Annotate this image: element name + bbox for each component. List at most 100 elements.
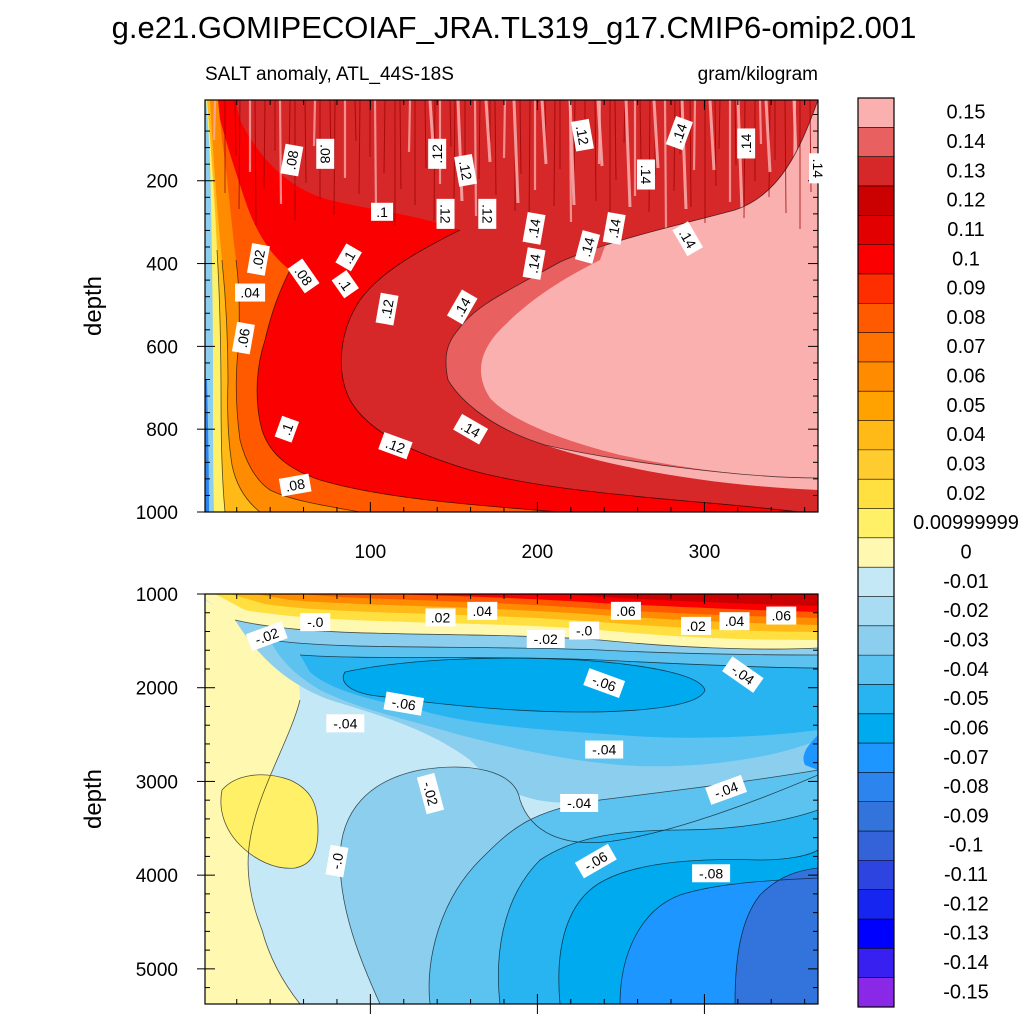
lower-contour-label: .02 [681,616,712,635]
upper-streak [553,100,556,207]
colorbar-box [858,537,894,568]
upper-contour-label: .12 [436,198,455,229]
colorbar-label: 0.08 [947,307,986,329]
upper-contour-label: .12 [375,292,399,326]
upper-right-subtitle: gram/kilogram [698,64,818,85]
upper-contour-label: .14 [809,153,827,184]
upper-y-axis-label: depth [80,276,107,336]
lower-plot-frame [204,593,819,1005]
upper-region-light-pink [445,100,818,490]
colorbar-box [858,919,894,949]
upper-streak [373,100,378,211]
colorbar-label: 0.03 [947,454,986,476]
colorbar-label: -0.15 [943,981,989,1003]
upper-contour-label: .12 [428,138,447,169]
colorbar-label: -0.09 [943,805,989,827]
contour-label-box [478,198,497,229]
upper-y-tick-label: 800 [146,420,178,441]
contour-label-box [809,153,827,184]
lower-contour-label: .04 [467,601,498,620]
contour-label-text: .12 [573,124,592,146]
lower-region-core [343,658,705,712]
contour-label-text: .06 [234,327,253,349]
colorbar-box [858,567,894,597]
contour-label-text: -.06 [390,694,417,714]
lower-ticks: 1000 2000 3000 4000 5000 [136,585,818,1014]
colorbar-box [858,332,894,363]
upper-contour-line [340,229,801,512]
upper-contour-line [256,269,561,512]
upper-streak-pink [680,100,688,210]
colorbar-box [858,596,894,627]
upper-contour-label: .12 [571,118,594,152]
upper-y-tick-label: 200 [146,172,178,193]
colorbar-label: 0.11 [947,219,984,241]
contour-label-text: .14 [810,159,826,179]
contour-label-box [574,843,617,879]
upper-streak [407,100,412,153]
upper-contour-label: .14 [672,221,704,257]
lower-contour-line [558,849,818,1004]
lower-contour-label: -.06 [583,668,626,698]
upper-streak [784,100,787,214]
upper-streak-pink [484,100,492,163]
upper-streak [304,100,307,184]
upper-streak [519,100,522,175]
contour-label-box [705,774,748,805]
contour-label-box [428,138,447,169]
lower-y-tick-label: 4000 [136,866,178,887]
contour-label-text: .14 [738,134,754,154]
contour-label-box [378,432,413,460]
upper-x-tick-label: 200 [522,542,554,563]
upper-contour-label: .14 [602,212,626,245]
colorbar-label: -0.02 [943,600,989,622]
lower-y-tick-label: 3000 [136,772,178,793]
contour-label-box [300,613,331,632]
contour-label-text: .12 [456,159,475,181]
upper-contour-label: .14 [636,159,655,190]
contour-label-text: .04 [725,613,745,629]
contour-label-text: .06 [772,608,792,624]
colorbar-box [858,948,894,979]
colorbar-label: -0.01 [943,571,989,593]
upper-y-tick-label: 400 [146,255,178,276]
contour-label-text: .12 [429,144,445,164]
upper-streak [453,100,456,201]
upper-contour-label: .1 [331,270,359,299]
colorbar-label: 0.15 [947,102,986,124]
colorbar-box [858,273,894,304]
contour-label-text: -.02 [253,624,281,647]
upper-x-tick-label: 100 [355,542,387,563]
upper-streak [494,100,497,196]
upper-contour-label: .08 [316,138,335,169]
contour-label-text: -.04 [567,795,591,811]
contour-label-text: -.02 [534,631,558,647]
colorbar-label: 0.00999999 [913,512,1019,534]
upper-streak-pink [764,100,772,173]
colorbar-box [858,743,894,773]
colorbar-label: 0.04 [947,424,986,446]
upper-region-red [205,100,800,512]
colorbar-label: 0.14 [947,131,986,153]
upper-contour-label: .14 [522,212,546,245]
colorbar-box [858,625,894,656]
upper-streak [689,100,692,208]
contour-label-box [672,221,704,257]
upper-contour-label: .08 [278,473,312,497]
upper-streak [263,100,266,189]
upper-streak [254,100,257,226]
lower-contour-line [220,774,319,869]
contour-label-text: .12 [384,435,408,457]
upper-streak [234,100,237,157]
contour-label-box [246,243,270,276]
upper-y-tick-label: 1000 [136,503,178,524]
upper-streak [478,100,481,180]
contour-label-box [692,864,731,883]
contour-label-text: -.0 [576,623,593,639]
upper-plot: 100 200 300 200 400 600 800 1000 .08 .08 .12 .12 .1… [136,99,827,563]
lower-contour-label: -.0 [325,844,349,878]
contour-label-text: -.04 [592,742,616,758]
upper-contour-line [445,100,818,479]
contour-label-box [522,212,546,245]
lower-contour-label: .02 [425,608,456,627]
